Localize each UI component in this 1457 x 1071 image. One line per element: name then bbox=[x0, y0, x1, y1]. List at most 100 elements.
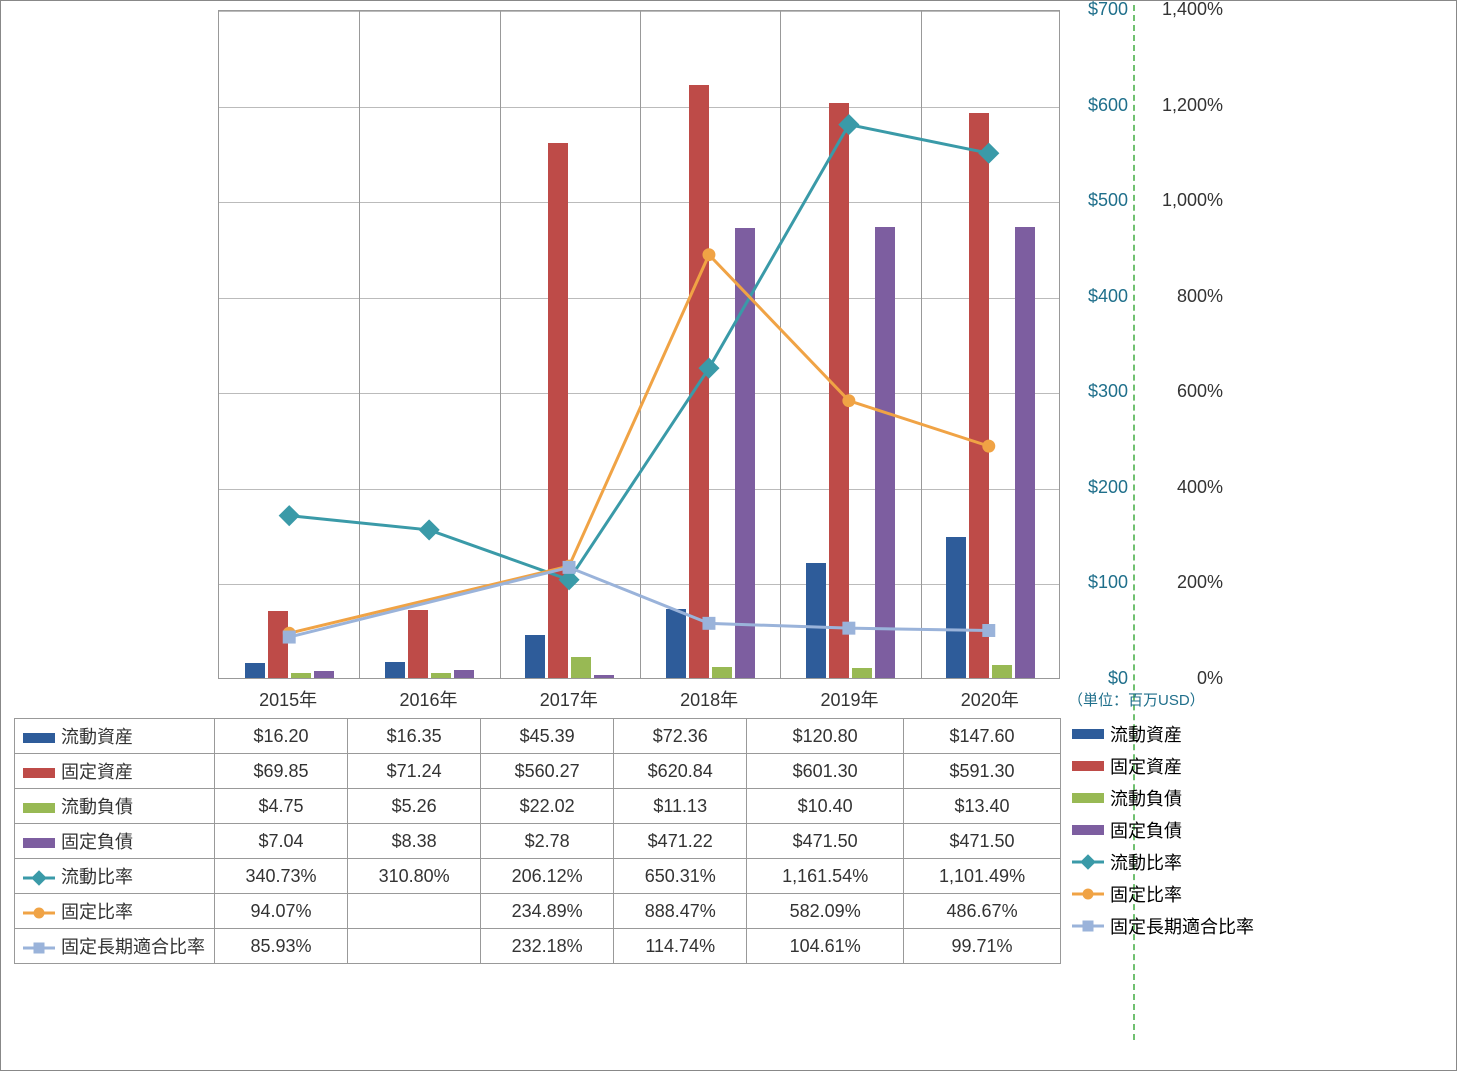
bar-流動負債 bbox=[712, 667, 732, 678]
bar-流動負債 bbox=[992, 665, 1012, 678]
table-cell: $601.30 bbox=[747, 754, 904, 789]
table-cell: $22.02 bbox=[481, 789, 614, 824]
table-row: 固定長期適合比率85.93%232.18%114.74%104.61%99.71… bbox=[15, 929, 1061, 964]
legend-label: 流動負債 bbox=[61, 797, 133, 817]
table-cell: $16.35 bbox=[348, 719, 481, 754]
line-overlay bbox=[219, 11, 1059, 678]
plot-area bbox=[218, 10, 1060, 679]
legend-label: 固定比率 bbox=[1110, 881, 1182, 907]
table-cell: 1,101.49% bbox=[904, 859, 1061, 894]
table-cell: 99.71% bbox=[904, 929, 1061, 964]
table-cell: 206.12% bbox=[481, 859, 614, 894]
y2-tick-label: 600% bbox=[1143, 381, 1223, 402]
table-cell: 85.93% bbox=[215, 929, 348, 964]
table-cell bbox=[348, 894, 481, 929]
legend-label: 流動負債 bbox=[1110, 785, 1182, 811]
x-axis-labels: 2015年2016年2017年2018年2019年2020年 bbox=[218, 686, 1060, 716]
bar-流動負債 bbox=[852, 668, 872, 678]
legend-swatch bbox=[23, 906, 55, 920]
table-row: 流動比率340.73%310.80%206.12%650.31%1,161.54… bbox=[15, 859, 1061, 894]
legend-label: 固定資産 bbox=[61, 762, 133, 782]
legend-label: 流動資産 bbox=[1110, 721, 1182, 747]
y1-tick-label: $300 bbox=[1078, 381, 1128, 402]
bar-固定負債 bbox=[875, 227, 895, 678]
bar-固定負債 bbox=[1015, 227, 1035, 678]
legend-swatch bbox=[1072, 855, 1104, 869]
table-cell: 232.18% bbox=[481, 929, 614, 964]
legend-label: 流動資産 bbox=[61, 727, 133, 747]
y2-tick-label: 0% bbox=[1143, 668, 1223, 689]
table-cell: 486.67% bbox=[904, 894, 1061, 929]
legend-right-item: 固定負債 bbox=[1068, 814, 1258, 846]
x-axis-label: 2020年 bbox=[920, 686, 1060, 712]
table-cell: $4.75 bbox=[215, 789, 348, 824]
table-cell: 340.73% bbox=[215, 859, 348, 894]
legend-swatch bbox=[1072, 919, 1104, 933]
table-cell: 582.09% bbox=[747, 894, 904, 929]
unit-note: （単位：百万USD） bbox=[1068, 689, 1205, 710]
table-cell: $71.24 bbox=[348, 754, 481, 789]
table-cell: $560.27 bbox=[481, 754, 614, 789]
bar-流動負債 bbox=[571, 657, 591, 678]
table-cell: 650.31% bbox=[614, 859, 747, 894]
table-cell: $10.40 bbox=[747, 789, 904, 824]
y2-tick-label: 800% bbox=[1143, 286, 1223, 307]
x-axis-label: 2019年 bbox=[779, 686, 919, 712]
table-cell: $72.36 bbox=[614, 719, 747, 754]
bar-固定資産 bbox=[689, 85, 709, 678]
legend-right-item: 流動資産 bbox=[1068, 718, 1258, 750]
legend-swatch bbox=[1072, 761, 1104, 771]
y2-tick-label: 1,200% bbox=[1143, 95, 1223, 116]
y1-tick-label: $600 bbox=[1078, 95, 1128, 116]
legend-swatch bbox=[23, 733, 55, 743]
legend-swatch bbox=[23, 871, 55, 885]
bar-流動資産 bbox=[385, 662, 405, 678]
bar-流動資産 bbox=[245, 663, 265, 678]
table-row: 固定資産 $69.85$71.24$560.27$620.84$601.30$59… bbox=[15, 754, 1061, 789]
bar-固定負債 bbox=[314, 671, 334, 678]
bar-固定負債 bbox=[594, 675, 614, 678]
bar-流動負債 bbox=[431, 673, 451, 678]
y2-tick-label: 400% bbox=[1143, 477, 1223, 498]
table-cell: $69.85 bbox=[215, 754, 348, 789]
x-axis-label: 2015年 bbox=[218, 686, 358, 712]
table-cell: $471.22 bbox=[614, 824, 747, 859]
table-cell: $5.26 bbox=[348, 789, 481, 824]
table-row: 流動資産$16.20$16.35$45.39$72.36$120.80$147.… bbox=[15, 719, 1061, 754]
table-cell: 888.47% bbox=[614, 894, 747, 929]
legend-swatch bbox=[23, 803, 55, 813]
legend-right-item: 固定長期適合比率 bbox=[1068, 910, 1258, 942]
bar-固定負債 bbox=[454, 670, 474, 678]
table-cell: $8.38 bbox=[348, 824, 481, 859]
table-cell: $120.80 bbox=[747, 719, 904, 754]
table-cell: 310.80% bbox=[348, 859, 481, 894]
legend-label: 流動比率 bbox=[1110, 849, 1182, 875]
bar-固定資産 bbox=[408, 610, 428, 678]
legend-right-item: 固定比率 bbox=[1068, 878, 1258, 910]
table-cell: $11.13 bbox=[614, 789, 747, 824]
legend-right-item: 固定資産 bbox=[1068, 750, 1258, 782]
legend-label: 固定長期適合比率 bbox=[1110, 913, 1254, 939]
bar-固定資産 bbox=[268, 611, 288, 678]
x-axis-label: 2018年 bbox=[639, 686, 779, 712]
legend-label: 固定負債 bbox=[61, 832, 133, 852]
table-cell: $16.20 bbox=[215, 719, 348, 754]
table-cell: 1,161.54% bbox=[747, 859, 904, 894]
table-row-header: 固定資産 bbox=[15, 754, 215, 789]
legend-swatch bbox=[1072, 729, 1104, 739]
bar-流動資産 bbox=[946, 537, 966, 678]
legend-right-item: 流動負債 bbox=[1068, 782, 1258, 814]
bar-流動資産 bbox=[806, 563, 826, 678]
legend-swatch bbox=[23, 941, 55, 955]
table-row: 固定比率94.07%234.89%888.47%582.09%486.67% bbox=[15, 894, 1061, 929]
table-cell: $45.39 bbox=[481, 719, 614, 754]
legend-swatch bbox=[1072, 887, 1104, 901]
data-table: 流動資産$16.20$16.35$45.39$72.36$120.80$147.… bbox=[14, 718, 1061, 964]
table-cell: $620.84 bbox=[614, 754, 747, 789]
table-row-header: 流動比率 bbox=[15, 859, 215, 894]
table-cell: $591.30 bbox=[904, 754, 1061, 789]
legend-swatch bbox=[23, 838, 55, 848]
y1-tick-label: $400 bbox=[1078, 286, 1128, 307]
bar-固定資産 bbox=[829, 103, 849, 678]
y1-tick-label: $200 bbox=[1078, 477, 1128, 498]
